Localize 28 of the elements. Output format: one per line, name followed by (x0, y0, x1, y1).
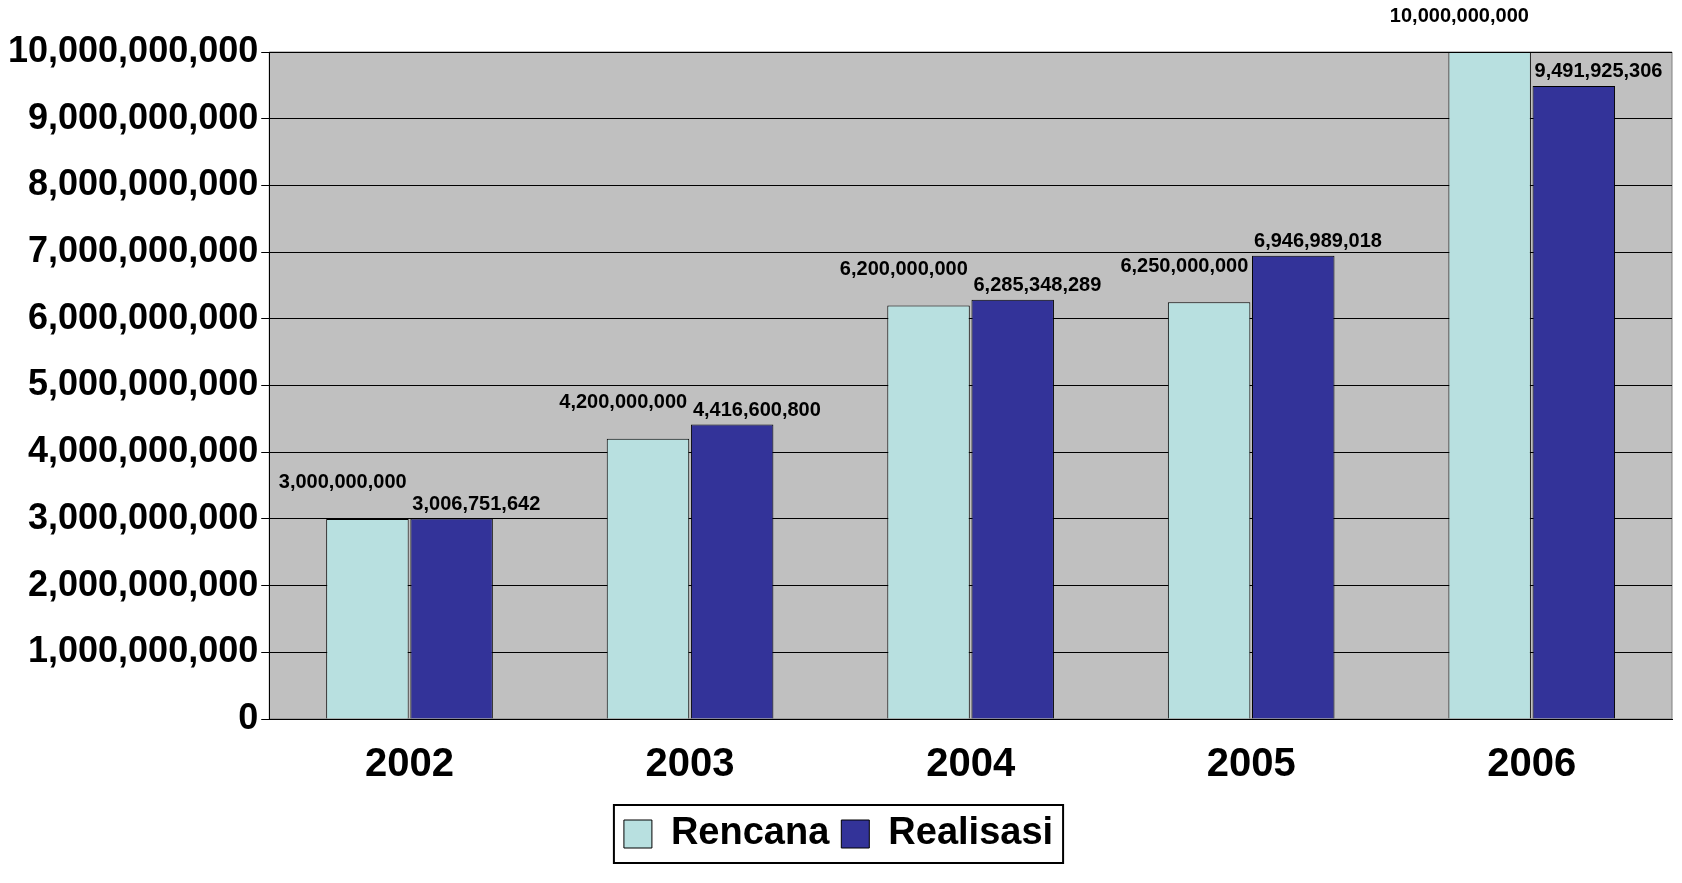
data-label: 4,416,600,800 (692, 397, 821, 420)
y-tick-label: 2,000,000,000 (28, 562, 259, 604)
y-tick-label: 0 (238, 695, 259, 737)
y-tick-label: 7,000,000,000 (28, 229, 259, 271)
y-tick-label: 3,000,000,000 (28, 495, 259, 537)
data-label: 3,000,000,000 (278, 470, 407, 493)
legend-label: Rencana (670, 810, 831, 853)
y-tick-label: 8,000,000,000 (28, 162, 259, 204)
data-label: 10,000,000,000 (1389, 3, 1529, 26)
data-label: 9,491,925,306 (1534, 59, 1663, 82)
y-tick-label: 6,000,000,000 (28, 295, 259, 337)
x-tick-label: 2003 (645, 740, 735, 785)
y-tick-label: 9,000,000,000 (28, 95, 259, 137)
x-tick-label: 2005 (1206, 740, 1296, 785)
y-tick-label: 5,000,000,000 (28, 362, 259, 404)
y-tick-label: 1,000,000,000 (28, 629, 259, 671)
y-tick-label: 10,000,000,000 (7, 28, 259, 70)
data-label: 4,200,000,000 (559, 390, 688, 413)
data-label: 6,946,989,018 (1254, 229, 1382, 252)
data-label: 6,250,000,000 (1120, 253, 1249, 276)
x-tick-label: 2002 (365, 740, 455, 785)
data-label: 6,200,000,000 (839, 256, 968, 279)
x-tick-label: 2006 (1487, 740, 1577, 785)
y-tick-label: 4,000,000,000 (28, 429, 259, 471)
data-label: 6,285,348,289 (973, 273, 1102, 296)
legend-label: Realisasi (888, 810, 1054, 853)
x-tick-label: 2004 (926, 740, 1016, 785)
data-label: 3,006,751,642 (412, 491, 541, 514)
